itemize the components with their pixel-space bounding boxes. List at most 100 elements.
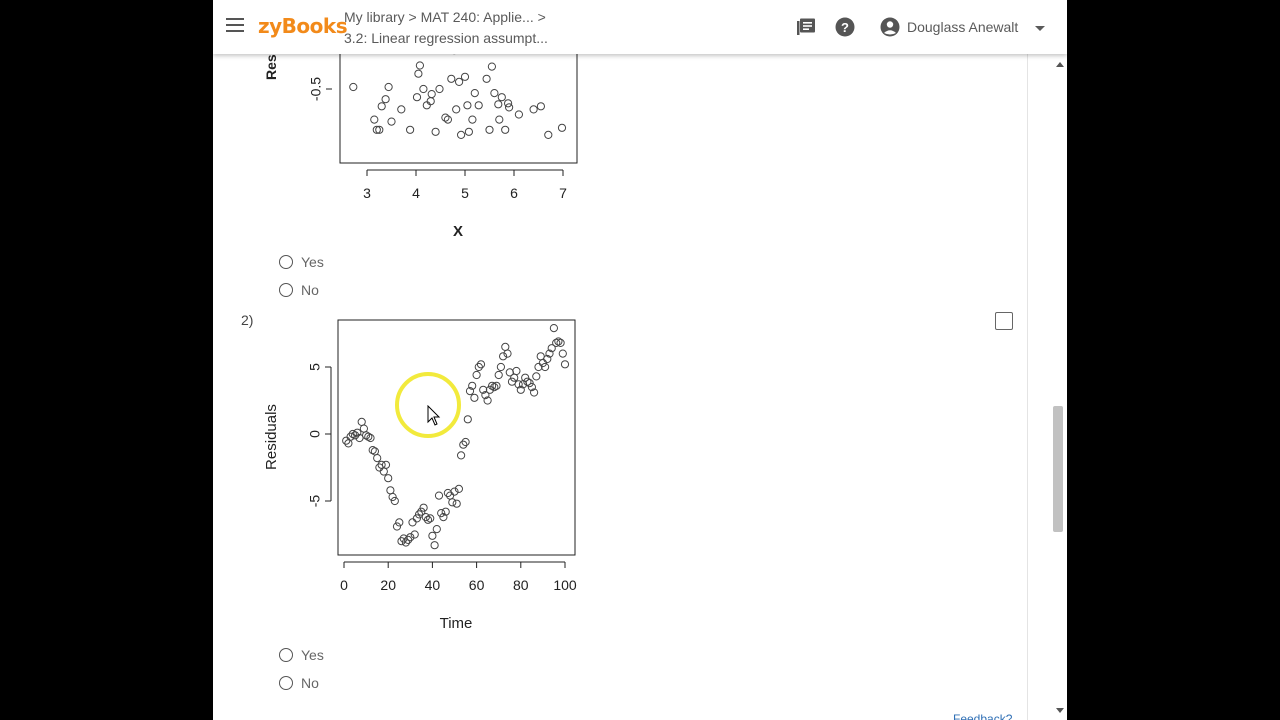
radio-circle[interactable] [279,676,293,690]
data-point [373,454,382,463]
cursor-highlight [395,372,461,438]
y-axis-label: Residuals [263,404,280,470]
data-point [375,125,384,134]
mouse-pointer-icon [427,405,441,426]
data-point [492,381,501,390]
data-point [541,362,550,372]
x-tick-label: 5 [461,185,469,201]
data-point [370,447,379,456]
data-point [362,431,371,440]
x-tick-label: 40 [425,577,441,593]
radio-circle[interactable] [279,255,293,269]
data-point [349,82,358,92]
data-point [415,510,424,519]
breadcrumb-course[interactable]: My library > MAT 240: Applie... > [344,9,546,25]
data-point [514,380,523,389]
data-point [543,354,552,364]
data-point [554,337,563,346]
data-point [414,69,423,78]
q1-option-no[interactable]: No [279,282,319,298]
data-point [525,379,534,388]
option-label-yes: Yes [301,254,324,270]
plot-frame [337,319,576,556]
data-point [430,541,439,550]
q2-option-no[interactable]: No [279,675,319,691]
data-point [370,115,379,124]
data-point [359,424,368,433]
x-tick-label: 3 [363,185,371,201]
q1-option-yes[interactable]: Yes [279,254,324,270]
radio-circle[interactable] [279,648,293,662]
hamburger-menu-icon[interactable] [226,18,244,34]
data-point [406,125,415,134]
radio-circle[interactable] [279,283,293,297]
data-point [419,503,428,512]
top-navigation-bar: zyBooks My library > MAT 240: Applie... … [213,0,1067,54]
library-book-icon[interactable] [796,18,816,36]
data-point [460,72,470,81]
data-point [497,93,506,102]
data-point [504,99,513,108]
data-point [387,117,396,126]
data-point [560,360,570,369]
data-point [556,338,565,347]
data-point [434,491,444,500]
data-point [422,101,431,110]
scroll-up-arrow-icon[interactable] [1056,62,1064,67]
data-point [419,84,428,94]
data-point [532,372,541,381]
question-number: 2) [241,312,254,328]
scrollbar[interactable] [1051,54,1067,720]
data-point [483,396,492,405]
completion-checkbox [995,312,1013,330]
data-point [487,62,496,71]
data-point [474,362,483,372]
y-tick-label: 5 [307,363,323,371]
data-point [388,492,397,502]
data-point [379,467,388,476]
scroll-down-arrow-icon[interactable] [1056,708,1064,713]
data-point [465,387,475,396]
data-point [423,515,433,524]
feedback-link[interactable]: Feedback? [953,712,1013,720]
q2-option-yes[interactable]: Yes [279,647,324,663]
help-icon[interactable]: ? [835,17,855,37]
data-point [435,84,444,94]
y-tick-label: 0 [307,430,323,438]
data-point [495,115,504,124]
data-point [381,460,391,469]
x-tick-label: 6 [510,185,518,201]
data-point [530,388,539,397]
data-point [545,349,554,358]
data-point [501,125,510,134]
breadcrumb-section[interactable]: 3.2: Linear regression assumpt... [344,30,548,46]
data-point [381,95,390,104]
data-point [454,484,463,493]
x-tick-label: 20 [380,577,396,593]
data-point [448,498,457,507]
data-point [426,514,435,523]
data-point [527,383,536,392]
data-point [447,74,456,83]
zybooks-logo[interactable]: zyBooks [258,14,348,38]
user-name[interactable]: Douglass Anewalt [907,19,1019,35]
x-tick-label: 0 [340,577,348,593]
data-point [437,508,446,518]
scrollbar-thumb[interactable] [1053,406,1063,532]
x-tick-label: 80 [513,577,529,593]
data-point [395,518,404,527]
x-axis-label: Time [440,615,473,632]
chevron-down-icon[interactable] [1035,26,1045,31]
data-point [494,100,503,109]
x-tick-label: 60 [469,577,485,593]
data-point [544,130,553,139]
data-point [346,432,355,441]
data-point [485,125,494,134]
option-label-no: No [301,675,319,691]
data-point [514,110,523,119]
account-icon[interactable] [880,17,900,37]
data-point [455,77,464,87]
data-point [494,370,503,380]
data-point [432,525,441,534]
data-point [552,338,561,347]
